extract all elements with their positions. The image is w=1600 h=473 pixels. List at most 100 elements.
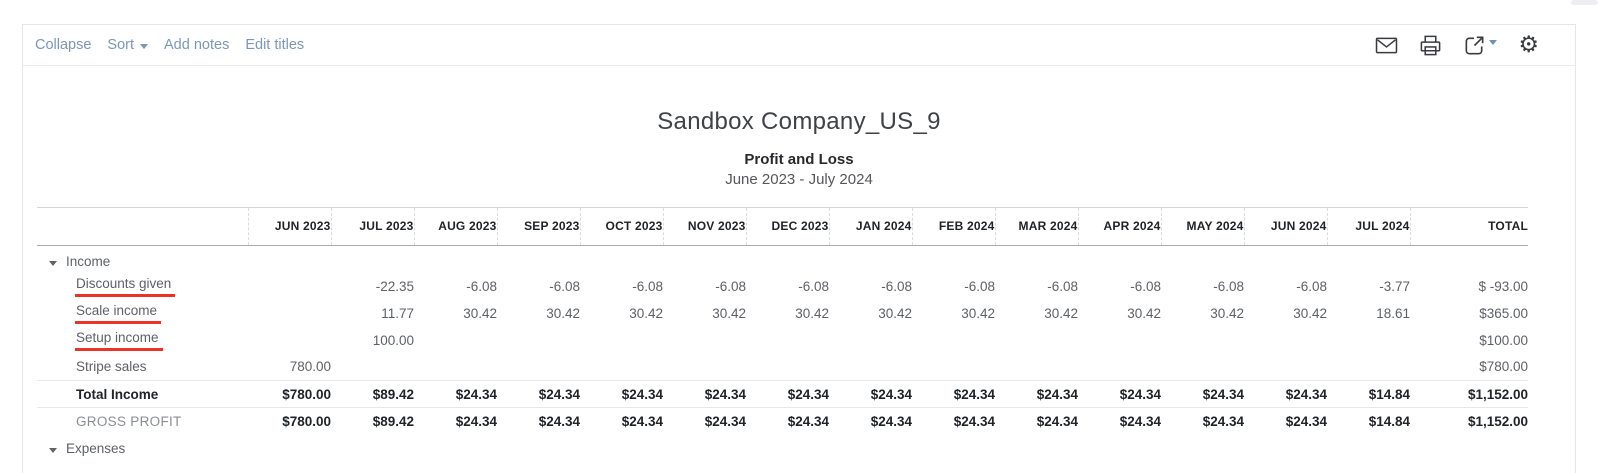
cell: $24.34	[953, 413, 995, 429]
cell	[414, 353, 497, 381]
column-header: DEC 2023	[745, 207, 829, 246]
column-header: OCT 2023	[579, 207, 663, 246]
column-header: MAR 2024	[994, 207, 1078, 246]
sort-button-label: Sort	[107, 37, 135, 53]
table-row: Total Income $780.00 $89.42 $24.34 $24.34 $24…	[37, 380, 1528, 408]
cell: $24.34	[1161, 380, 1244, 408]
table-row: Discounts given -22.35 -6.08 -6.08 -6.08 -6.0…	[37, 273, 1528, 300]
cell	[331, 353, 414, 381]
cell	[746, 327, 829, 354]
row-label: Setup income	[37, 327, 248, 354]
print-button[interactable]	[1419, 34, 1442, 57]
cell: $24.34	[497, 380, 580, 408]
column-header: MAY 2024	[1160, 207, 1244, 246]
column-header: APR 2024	[1077, 207, 1161, 246]
export-button[interactable]	[1463, 34, 1498, 57]
cell: $24.34	[995, 380, 1078, 408]
cell: -6.08	[964, 278, 995, 294]
collapse-button[interactable]: Collapse	[35, 37, 92, 53]
table-row: Income	[37, 246, 1528, 273]
cell: $24.34	[829, 380, 912, 408]
cell: $24.34	[621, 413, 663, 429]
cell: 30.42	[795, 305, 829, 321]
cell: $89.42	[372, 413, 414, 429]
scrollbar[interactable]	[1571, 0, 1598, 5]
print-icon	[1421, 35, 1441, 55]
cell: $24.34	[414, 380, 497, 408]
export-icon	[1465, 36, 1484, 54]
row-label: Discounts given	[37, 273, 248, 300]
cell	[580, 353, 663, 381]
column-header: NOV 2023	[662, 207, 746, 246]
company-name: Sandbox Company_US_9	[657, 108, 941, 135]
table-row: Scale income 11.77 30.42 30.42 30.42 30.42 30.…	[37, 300, 1528, 327]
cell	[995, 327, 1078, 354]
column-header: JUN 2024	[1243, 207, 1327, 246]
row-label: Income	[37, 246, 1528, 273]
cell: $24.34	[1244, 380, 1327, 408]
add-notes-button[interactable]: Add notes	[164, 37, 230, 53]
cell: -3.77	[1379, 278, 1410, 294]
chevron-down-icon	[140, 43, 149, 49]
cell: $365.00	[1479, 305, 1528, 321]
cell: 30.42	[961, 305, 995, 321]
cell: 780.00	[248, 353, 331, 381]
column-header: SEP 2023	[496, 207, 580, 246]
cell: -22.35	[375, 278, 414, 294]
cell: -6.08	[1296, 278, 1327, 294]
email-button[interactable]	[1375, 36, 1398, 55]
cell	[248, 273, 331, 300]
cell: $24.34	[1078, 380, 1161, 408]
cell: 30.42	[1127, 305, 1161, 321]
cell: $1,152.00	[1467, 413, 1528, 429]
row-label: Expenses	[37, 435, 1528, 462]
cell: $24.34	[704, 413, 746, 429]
column-header: FEB 2024	[911, 207, 995, 246]
table-row: Setup income 100.00 $100.00	[37, 327, 1528, 354]
cell	[1244, 353, 1327, 381]
cell: $24.34	[580, 380, 663, 408]
column-header: JUL 2023	[330, 207, 414, 246]
cell: $24.34	[1036, 413, 1078, 429]
cell: $780.00	[248, 380, 331, 408]
row-label: Stripe sales	[37, 353, 248, 381]
cell: $24.34	[746, 380, 829, 408]
cell: -6.08	[632, 278, 663, 294]
cell: -6.08	[881, 278, 912, 294]
settings-button[interactable]: ⚙	[1518, 33, 1539, 57]
row-label: Scale income	[37, 300, 248, 327]
cell: $780.00	[282, 413, 331, 429]
column-header: JAN 2024	[828, 207, 912, 246]
cell: 30.42	[1293, 305, 1327, 321]
cell: 100.00	[372, 332, 414, 348]
cell: 30.42	[546, 305, 580, 321]
report-title: Profit and Loss	[744, 151, 854, 168]
cell: $ -93.00	[1478, 278, 1528, 294]
underlined-row-label: Setup income	[75, 330, 163, 351]
sort-button[interactable]: Sort	[107, 37, 149, 53]
column-header: JUL 2024	[1326, 207, 1410, 246]
cell	[1078, 353, 1161, 381]
cell	[580, 327, 663, 354]
collapse-triangle-icon[interactable]	[49, 447, 57, 453]
chevron-down-icon	[1489, 39, 1498, 45]
cell: $24.34	[538, 413, 580, 429]
report-panel: Collapse Sort Add notes Edit titles	[22, 24, 1576, 473]
collapse-triangle-icon[interactable]	[49, 260, 57, 266]
row-label: Total Income	[37, 380, 248, 408]
cell	[1327, 353, 1410, 381]
table-row: GROSS PROFIT $780.00 $89.42 $24.34 $24.34 $24…	[37, 408, 1528, 435]
cell: $24.34	[1285, 413, 1327, 429]
cell	[912, 327, 995, 354]
cell: $780.00	[1410, 353, 1528, 381]
cell: 18.61	[1376, 305, 1410, 321]
cell: $1,152.00	[1410, 380, 1528, 408]
cell: $24.34	[1202, 413, 1244, 429]
cell	[414, 327, 497, 354]
edit-titles-button[interactable]: Edit titles	[245, 37, 305, 53]
cell	[663, 353, 746, 381]
cell: -6.08	[466, 278, 497, 294]
cell: -6.08	[798, 278, 829, 294]
cell	[912, 353, 995, 381]
cell: $24.34	[1119, 413, 1161, 429]
